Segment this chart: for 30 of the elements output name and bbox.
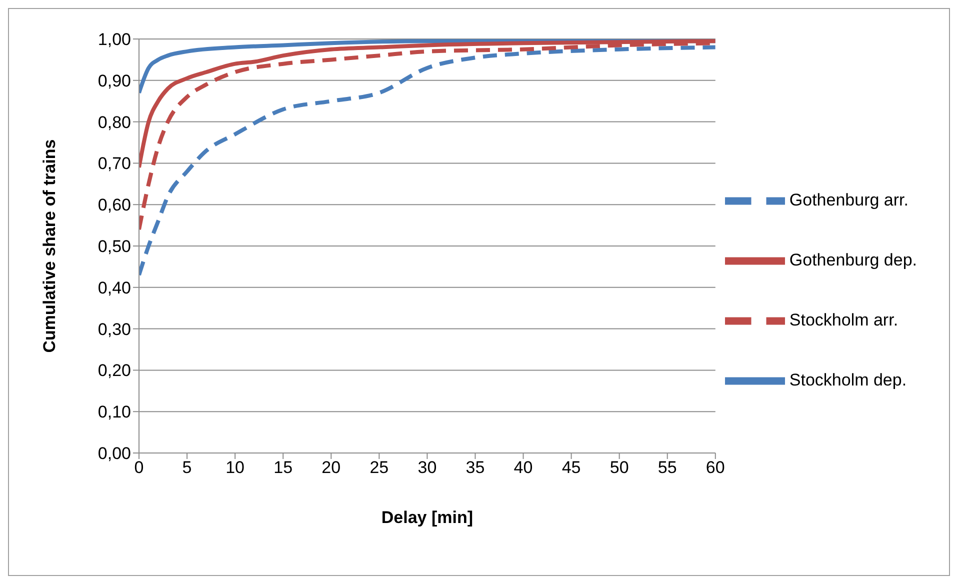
y-tick-label: 0,30 <box>98 320 131 339</box>
y-tick-label: 0,80 <box>98 112 131 132</box>
x-tick-label: 0 <box>134 458 144 478</box>
y-tick-label: 0,20 <box>98 361 131 380</box>
x-tick-label: 30 <box>418 458 437 478</box>
x-axis-title: Delay [min] <box>381 508 474 527</box>
y-tick-label: 0,70 <box>98 154 131 174</box>
y-tick-label: 0,00 <box>98 444 131 464</box>
legend-label: Gothenburg arr. <box>789 190 908 210</box>
legend-label: Gothenburg dep. <box>789 250 917 270</box>
x-tick-label: 60 <box>706 458 725 478</box>
y-tick-label: 0,90 <box>98 71 131 90</box>
x-tick-label: 20 <box>322 458 341 478</box>
x-tick-label: 45 <box>562 458 581 478</box>
x-tick-label: 50 <box>610 458 629 478</box>
y-tick-label: 0,60 <box>98 196 131 215</box>
x-tick-label: 25 <box>370 458 389 478</box>
y-axis-title: Cumulative share of trains <box>40 139 60 353</box>
y-tick-label: 0,50 <box>98 237 131 256</box>
legend-label: Stockholm dep. <box>789 370 907 390</box>
legend-label: Stockholm arr. <box>789 310 898 330</box>
x-tick-label: 15 <box>274 458 293 478</box>
x-tick-label: 40 <box>514 458 533 478</box>
y-tick-label: 0,10 <box>98 402 131 422</box>
x-tick-label: 55 <box>658 458 677 478</box>
x-tick-label: 5 <box>182 458 192 478</box>
x-tick-label: 35 <box>466 458 485 478</box>
y-tick-label: 1,00 <box>98 30 131 50</box>
y-tick-label: 0,40 <box>98 278 131 298</box>
x-tick-label: 10 <box>226 458 245 478</box>
